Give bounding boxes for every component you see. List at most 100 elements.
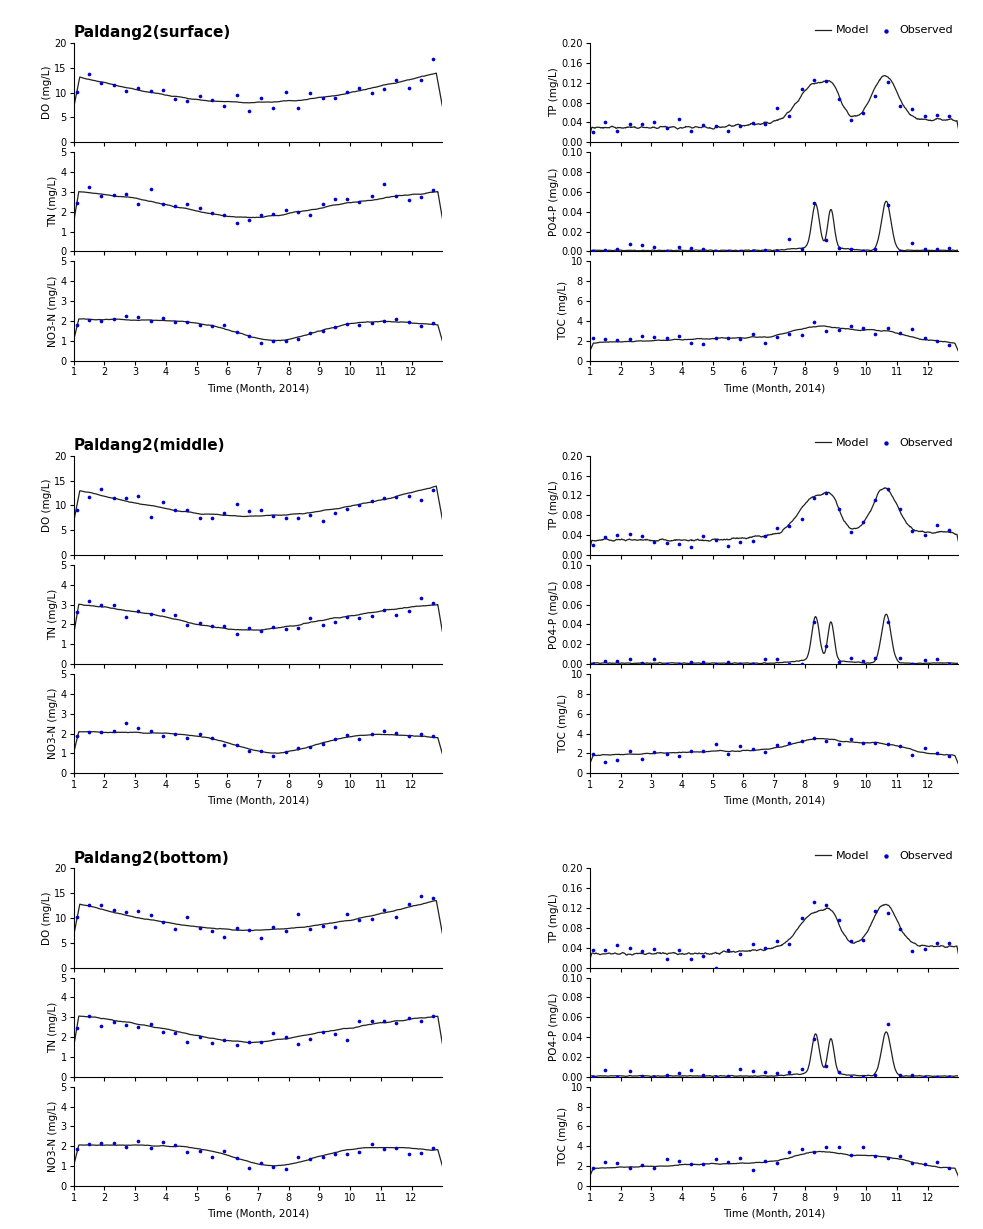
Point (388, 724, 404, 744)
Point (303, 608, 318, 628)
Point (352, 495, 368, 515)
Point (880, 479, 896, 499)
Point (683, 949, 699, 968)
Y-axis label: TN (mg/L): TN (mg/L) (48, 589, 58, 640)
Point (167, 90, 183, 109)
Point (278, 331, 294, 350)
Point (831, 238, 846, 258)
Point (806, 1029, 822, 1048)
Point (598, 651, 613, 671)
Point (893, 919, 908, 939)
Point (192, 918, 207, 938)
Point (781, 323, 797, 343)
Point (229, 494, 245, 514)
Point (155, 80, 171, 100)
Point (917, 939, 933, 959)
Point (106, 1011, 122, 1031)
Point (143, 1014, 158, 1034)
Point (634, 941, 650, 961)
Point (401, 190, 417, 210)
Y-axis label: DO (mg/L): DO (mg/L) (41, 478, 52, 532)
Point (893, 241, 908, 261)
Point (708, 1149, 723, 1169)
Point (683, 1061, 699, 1080)
Point (278, 508, 294, 527)
Point (290, 1148, 306, 1168)
Point (376, 175, 392, 194)
Point (671, 533, 687, 553)
Point (352, 316, 368, 336)
Point (671, 1063, 687, 1083)
X-axis label: Time (Month, 2014): Time (Month, 2014) (206, 383, 310, 393)
Point (401, 725, 417, 745)
Point (413, 725, 429, 745)
Point (339, 1144, 355, 1164)
Point (290, 737, 306, 757)
Point (216, 1141, 232, 1160)
Point (426, 594, 441, 613)
Point (376, 720, 392, 740)
Point (585, 328, 601, 348)
Point (82, 64, 97, 84)
Point (696, 526, 712, 546)
Point (893, 323, 908, 343)
Point (659, 1066, 674, 1085)
Point (204, 1032, 220, 1052)
Point (376, 600, 392, 619)
Point (634, 654, 650, 673)
Text: Paldang2(bottom): Paldang2(bottom) (74, 850, 229, 866)
Point (315, 614, 330, 634)
Point (770, 1063, 785, 1083)
Point (69, 316, 85, 336)
Point (942, 1067, 957, 1086)
Point (241, 618, 257, 638)
Point (917, 1154, 933, 1174)
Point (167, 312, 183, 332)
Point (671, 1152, 687, 1171)
Point (917, 525, 933, 544)
Point (229, 86, 245, 106)
Point (413, 1010, 429, 1030)
Point (757, 333, 773, 353)
Point (388, 1138, 404, 1158)
Point (131, 1018, 146, 1037)
Point (806, 488, 822, 508)
Point (278, 922, 294, 941)
Point (609, 750, 625, 769)
Point (868, 238, 884, 258)
Y-axis label: PO4-P (mg/L): PO4-P (mg/L) (549, 993, 558, 1062)
Point (278, 82, 294, 102)
Point (831, 88, 846, 108)
Point (180, 312, 196, 332)
Point (843, 730, 859, 750)
Point (180, 614, 196, 634)
Point (585, 940, 601, 960)
Point (82, 177, 97, 197)
Point (93, 896, 109, 916)
Point (721, 653, 736, 672)
Point (868, 86, 884, 106)
Point (106, 488, 122, 508)
Point (143, 508, 158, 527)
Point (598, 752, 613, 772)
Point (315, 194, 330, 214)
Point (745, 324, 761, 344)
Point (855, 734, 871, 753)
Point (732, 944, 748, 964)
Point (229, 1035, 245, 1054)
Point (327, 1024, 343, 1043)
Point (770, 519, 785, 538)
Point (229, 735, 245, 755)
Point (770, 649, 785, 669)
Point (155, 194, 171, 214)
Point (904, 745, 920, 764)
Point (204, 316, 220, 336)
Point (376, 900, 392, 919)
Point (732, 117, 748, 136)
Point (929, 332, 945, 351)
Point (118, 488, 134, 508)
Point (155, 492, 171, 511)
Point (721, 1067, 736, 1086)
Point (708, 1067, 723, 1086)
Legend: Model, Observed: Model, Observed (815, 26, 953, 36)
